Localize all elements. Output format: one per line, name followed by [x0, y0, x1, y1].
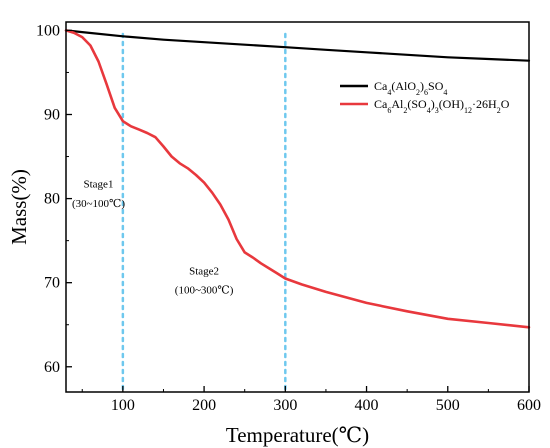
- x-tick-label-600: 600: [517, 397, 541, 414]
- legend-label-1: Ca4(AlO2)6SO4: [374, 79, 447, 97]
- x-tick-label-100: 100: [111, 397, 135, 414]
- y-axis-title: Mass(%): [7, 169, 31, 245]
- x-tick-label-200: 200: [192, 397, 216, 414]
- y-tick-label-60: 60: [44, 359, 60, 376]
- x-tick-label-400: 400: [355, 397, 379, 414]
- x-tick-label-500: 500: [436, 397, 460, 414]
- series-line-2: [64, 29, 531, 329]
- plot-frame: [65, 21, 530, 393]
- axes-layer: 100 200 300 400 500 600 60 70 80 90 100: [36, 21, 541, 414]
- y-tick-label-70: 70: [44, 275, 60, 292]
- plot-layer: Stage1 (30~100℃) Stage2 (100~300℃): [64, 29, 531, 394]
- series-line-1: [64, 29, 531, 62]
- y-tick-label-80: 80: [44, 191, 60, 208]
- stage-annotation-1-line-1: Stage1: [84, 179, 114, 191]
- x-axis-title: Temperature(℃): [226, 423, 369, 447]
- stage-annotation-1-line-2: (30~100℃): [72, 198, 125, 210]
- stage-annotation-2-line-1: Stage2: [189, 265, 219, 277]
- y-tick-label-100: 100: [36, 22, 60, 39]
- x-tick-label-300: 300: [273, 397, 297, 414]
- y-tick-label-90: 90: [44, 107, 60, 124]
- legend-label-2: Ca6Al2(SO4)3(OH)12·26H2O: [374, 97, 510, 115]
- stage-annotation-2-line-2: (100~300℃): [175, 285, 234, 297]
